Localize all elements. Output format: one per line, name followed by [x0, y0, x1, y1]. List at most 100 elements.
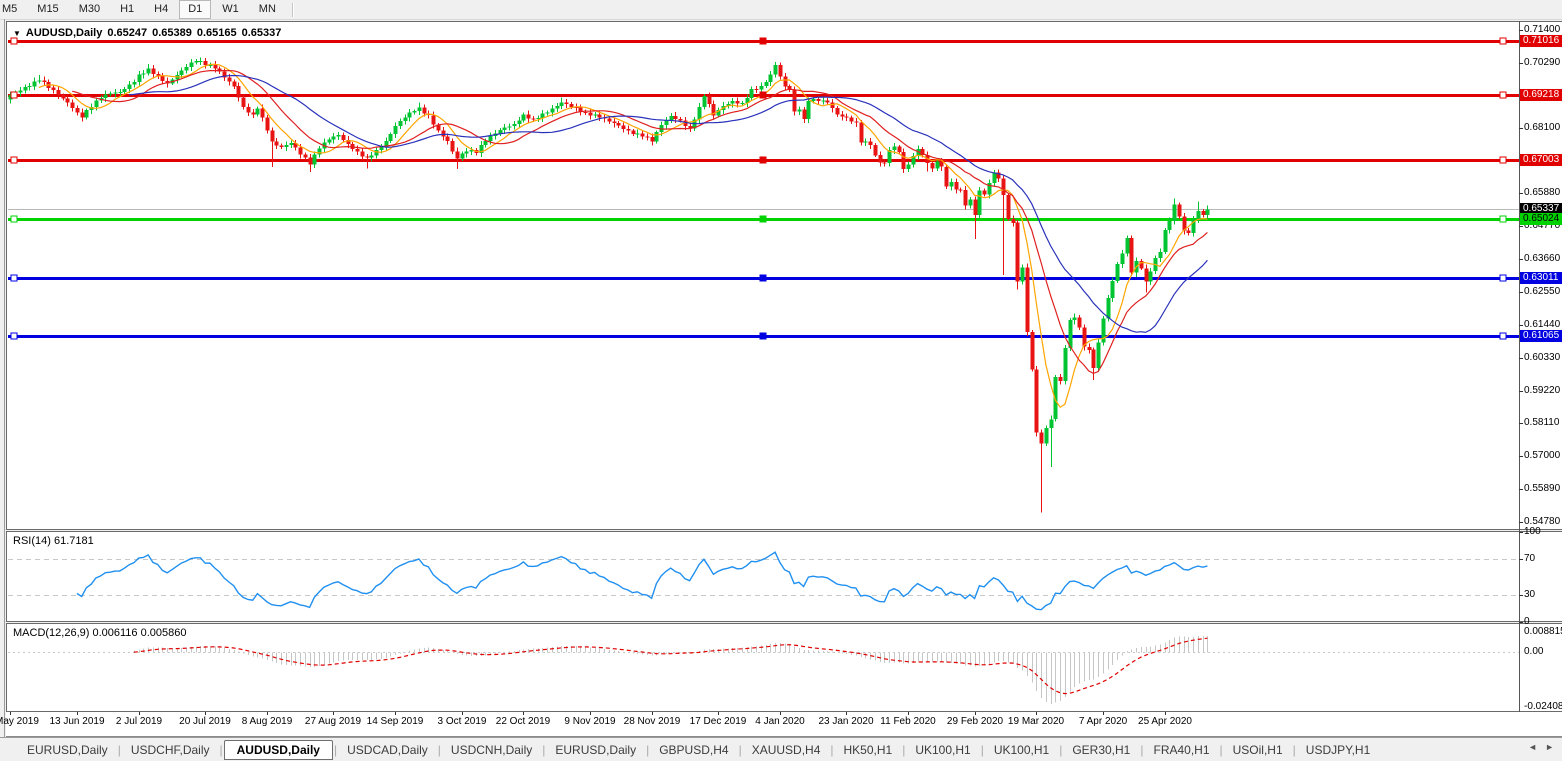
chart-tab-gbpusd-h4[interactable]: GBPUSD,H4 [659, 742, 729, 757]
date-axis-tick [205, 712, 206, 715]
price-badge: 0.69218 [1520, 89, 1562, 101]
price-axis-tick [1519, 489, 1523, 490]
price-axis-label: 0.65880 [1524, 187, 1561, 198]
chart-tab-hk50-h1[interactable]: HK50,H1 [843, 742, 893, 757]
price-badge: 0.71016 [1520, 35, 1562, 47]
price-axis-label: 0.57000 [1524, 450, 1561, 461]
date-axis-tick [462, 712, 463, 715]
chart-tab-usoil-h1[interactable]: USOil,H1 [1232, 742, 1283, 757]
date-axis-label: 2 Jul 2019 [115, 716, 163, 727]
chart-tab-ger30-h1[interactable]: GER30,H1 [1072, 742, 1131, 757]
timeframe-button-w1[interactable]: W1 [222, 3, 239, 15]
timeframe-button-m15[interactable]: M15 [37, 3, 59, 15]
tab-scroll-controls: ◄ ► [1528, 742, 1554, 752]
ohlc-high-value: 0.65389 [152, 27, 192, 39]
chart-tab-uk100-h1[interactable]: UK100,H1 [993, 742, 1050, 757]
tab-separator: | [980, 742, 984, 757]
window-left-edge [4, 19, 5, 737]
price-axis-tick [1519, 391, 1523, 392]
date-axis-label: 17 Dec 2019 [689, 716, 747, 727]
tab-separator: | [1292, 742, 1296, 757]
chart-tab-usdcad-daily[interactable]: USDCAD,Daily [347, 742, 428, 757]
date-axis-tick [652, 712, 653, 715]
rsi-axis-tick [1519, 532, 1523, 533]
date-axis-tick [846, 712, 847, 715]
price-badge: 0.67003 [1520, 154, 1562, 166]
price-axis-tick [1519, 63, 1523, 64]
price-axis-tick [1519, 522, 1523, 523]
date-axis-label: 25 May 2019 [0, 716, 39, 727]
timeframe-button-m30[interactable]: M30 [78, 3, 101, 15]
chart-tab-eurusd-daily[interactable]: EURUSD,Daily [27, 742, 108, 757]
date-axis-label: 8 Aug 2019 [241, 716, 293, 727]
price-axis-label: 0.62550 [1524, 286, 1561, 297]
chart-tab-usdjpy-h1[interactable]: USDJPY,H1 [1305, 742, 1371, 757]
rsi-axis-label: 0 [1524, 616, 1530, 627]
date-axis-tick [590, 712, 591, 715]
price-axis-tick [1519, 292, 1523, 293]
chart-tab-fra40-h1[interactable]: FRA40,H1 [1153, 742, 1210, 757]
tab-separator: | [738, 742, 742, 757]
price-badge: 0.65024 [1520, 213, 1562, 225]
date-axis-label: 25 Apr 2020 [1138, 716, 1192, 727]
tab-separator: | [437, 742, 441, 757]
date-axis-tick [139, 712, 140, 715]
date-axis-tick [1165, 712, 1166, 715]
date-axis-tick [718, 712, 719, 715]
rsi-axis-label: 70 [1524, 553, 1536, 564]
date-axis-tick [908, 712, 909, 715]
date-axis-tick [333, 712, 334, 715]
chart-symbol-label: AUDUSD,Daily [25, 27, 103, 39]
price-axis-label: 0.68100 [1524, 122, 1561, 133]
macd-axis-label: -0.02408 [1524, 701, 1562, 712]
tab-scroll-right-button[interactable]: ► [1545, 742, 1554, 752]
tab-separator: | [1140, 742, 1144, 757]
date-axis-label: 29 Feb 2020 [946, 716, 1004, 727]
timeframe-button-m5[interactable]: M5 [2, 3, 18, 15]
chart-tab-xauusd-h4[interactable]: XAUUSD,H4 [751, 742, 821, 757]
rsi-axis-label: 100 [1524, 526, 1541, 537]
price-axis-label: 0.71400 [1524, 24, 1561, 35]
macd-panel[interactable] [6, 623, 1562, 712]
chevron-down-icon[interactable]: ▼ [13, 28, 21, 38]
tab-scroll-left-button[interactable]: ◄ [1528, 742, 1538, 752]
rsi-axis-label: 30 [1524, 589, 1536, 600]
chart-tab-eurusd-daily[interactable]: EURUSD,Daily [555, 742, 637, 757]
date-axis-label: 23 Jan 2020 [818, 716, 874, 727]
rsi-panel[interactable] [6, 531, 1562, 622]
timeframe-toolbar: M5 M15 M30 H1 H4 D1 W1 MN [0, 0, 1562, 20]
date-axis-tick [395, 712, 396, 715]
date-axis-label: 9 Nov 2019 [564, 716, 616, 727]
date-axis-tick [780, 712, 781, 715]
price-axis-tick [1519, 456, 1523, 457]
chart-tab-usdcnh-daily[interactable]: USDCNH,Daily [450, 742, 533, 757]
chart-tab-uk100-h1[interactable]: UK100,H1 [915, 742, 971, 757]
price-axis-label: 0.70290 [1524, 57, 1561, 68]
ohlc-open-value: 0.65247 [107, 27, 148, 39]
price-badge: 0.61065 [1520, 330, 1562, 342]
price-chart-panel[interactable] [6, 21, 1562, 530]
chart-tab-audusd-daily[interactable]: AUDUSD,Daily [223, 739, 333, 760]
chart-tab-usdchf-daily[interactable]: USDCHF,Daily [130, 742, 210, 757]
chart-header: ▼ AUDUSD,Daily 0.65247 0.65389 0.65165 0… [13, 27, 281, 39]
date-axis-label: 14 Sep 2019 [366, 716, 424, 727]
tab-separator: | [902, 742, 906, 757]
rsi-axis-tick [1519, 622, 1523, 623]
macd-axis-label: 0.008815 [1524, 626, 1562, 637]
date-axis-label: 28 Nov 2019 [623, 716, 681, 727]
macd-axis-label: 0.00 [1524, 646, 1544, 657]
timeframe-button-d1[interactable]: D1 [179, 0, 212, 19]
price-axis-label: 0.54780 [1524, 516, 1561, 527]
date-axis-tick [975, 712, 976, 715]
price-axis-label: 0.58110 [1524, 417, 1560, 428]
date-axis-tick [77, 712, 78, 715]
date-axis[interactable] [6, 712, 1562, 737]
timeframe-button-mn[interactable]: MN [258, 3, 276, 15]
date-axis-tick [1103, 712, 1104, 715]
rsi-indicator-label: RSI(14) 61.7181 [13, 535, 94, 547]
tab-separator: | [1059, 742, 1063, 757]
timeframe-button-h4[interactable]: H4 [154, 3, 169, 15]
timeframe-button-h1[interactable]: H1 [120, 3, 135, 15]
date-axis-label: 7 Apr 2020 [1078, 716, 1128, 727]
